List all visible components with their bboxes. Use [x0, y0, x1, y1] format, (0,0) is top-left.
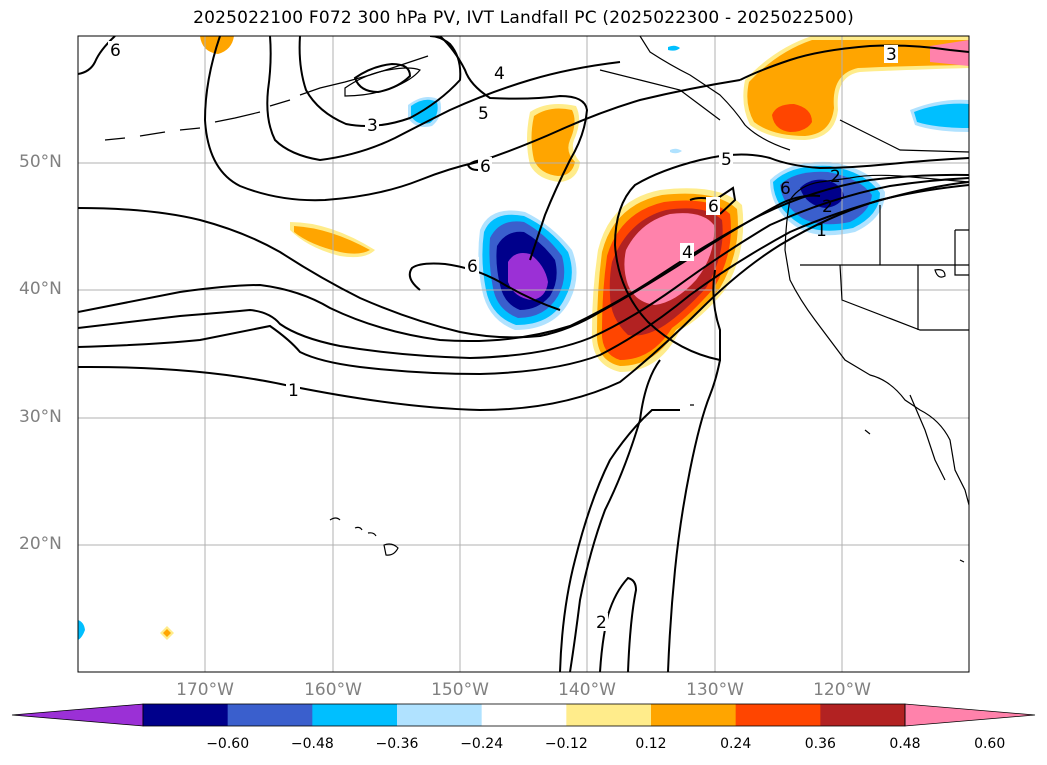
colorbar-tick-label: 0.60 [974, 736, 1006, 752]
contour-label: 5 [721, 150, 732, 170]
lon-tick-label: 150°W [431, 680, 489, 700]
contour-label: 4 [494, 64, 505, 84]
contour-label: 6 [467, 257, 478, 277]
colorbar-tick-label: 0.24 [720, 736, 752, 752]
positive-anomaly-shading [160, 36, 969, 640]
contour-label: 6 [480, 157, 491, 177]
colorbar-swatch [566, 704, 652, 726]
colorbar-tick-label: 0.48 [889, 736, 921, 752]
contour-label: 6 [780, 179, 791, 199]
contour-label: 2 [596, 613, 607, 633]
lon-tick-label: 160°W [304, 680, 362, 700]
map-title: 2025022100 F072 300 hPa PV, IVT Landfall… [193, 8, 854, 28]
colorbar-tick-label: −0.36 [375, 736, 419, 752]
lat-tick-label: 40°N [19, 279, 62, 299]
colorbar-swatch [481, 704, 567, 726]
lat-tick-label: 20°N [19, 534, 62, 554]
colorbar-swatch [651, 704, 737, 726]
colorbar-tick-label: −0.24 [460, 736, 504, 752]
colorbar-extend-right [904, 703, 1036, 727]
colorbar-swatch [143, 704, 229, 726]
colorbar-tick-label: 0.36 [804, 736, 836, 752]
colorbar-extend-left [11, 703, 144, 727]
contour-label: 6 [708, 197, 719, 217]
coastlines [104, 36, 969, 563]
colorbar-tick-label: −0.48 [290, 736, 334, 752]
lon-tick-label: 130°W [686, 680, 744, 700]
contour-label: 3 [367, 116, 378, 136]
contour-label: 2 [830, 167, 841, 187]
lon-tick-label: 140°W [558, 680, 616, 700]
colorbar [11, 703, 1036, 727]
colorbar-swatch [227, 704, 313, 726]
contour-label: 2 [822, 197, 833, 217]
colorbar-tick-label: 0.12 [635, 736, 667, 752]
contour-label: 6 [110, 41, 121, 61]
contour-label: 1 [288, 381, 299, 401]
colorbar-tick-label: −0.12 [544, 736, 588, 752]
contour-label: 3 [886, 45, 897, 65]
contour-label: 1 [816, 221, 827, 241]
lat-tick-label: 30°N [19, 407, 62, 427]
map-frame [77, 35, 970, 673]
colorbar-tick-label: −0.60 [206, 736, 250, 752]
lon-tick-label: 120°W [813, 680, 871, 700]
colorbar-swatch [735, 704, 821, 726]
colorbar-swatch [312, 704, 398, 726]
lon-tick-label: 170°W [176, 680, 234, 700]
colorbar-swatch [397, 704, 483, 726]
lat-tick-label: 50°N [19, 152, 62, 172]
contour-label: 4 [682, 243, 693, 263]
colorbar-swatch [820, 704, 906, 726]
contour-label: 5 [478, 104, 489, 124]
